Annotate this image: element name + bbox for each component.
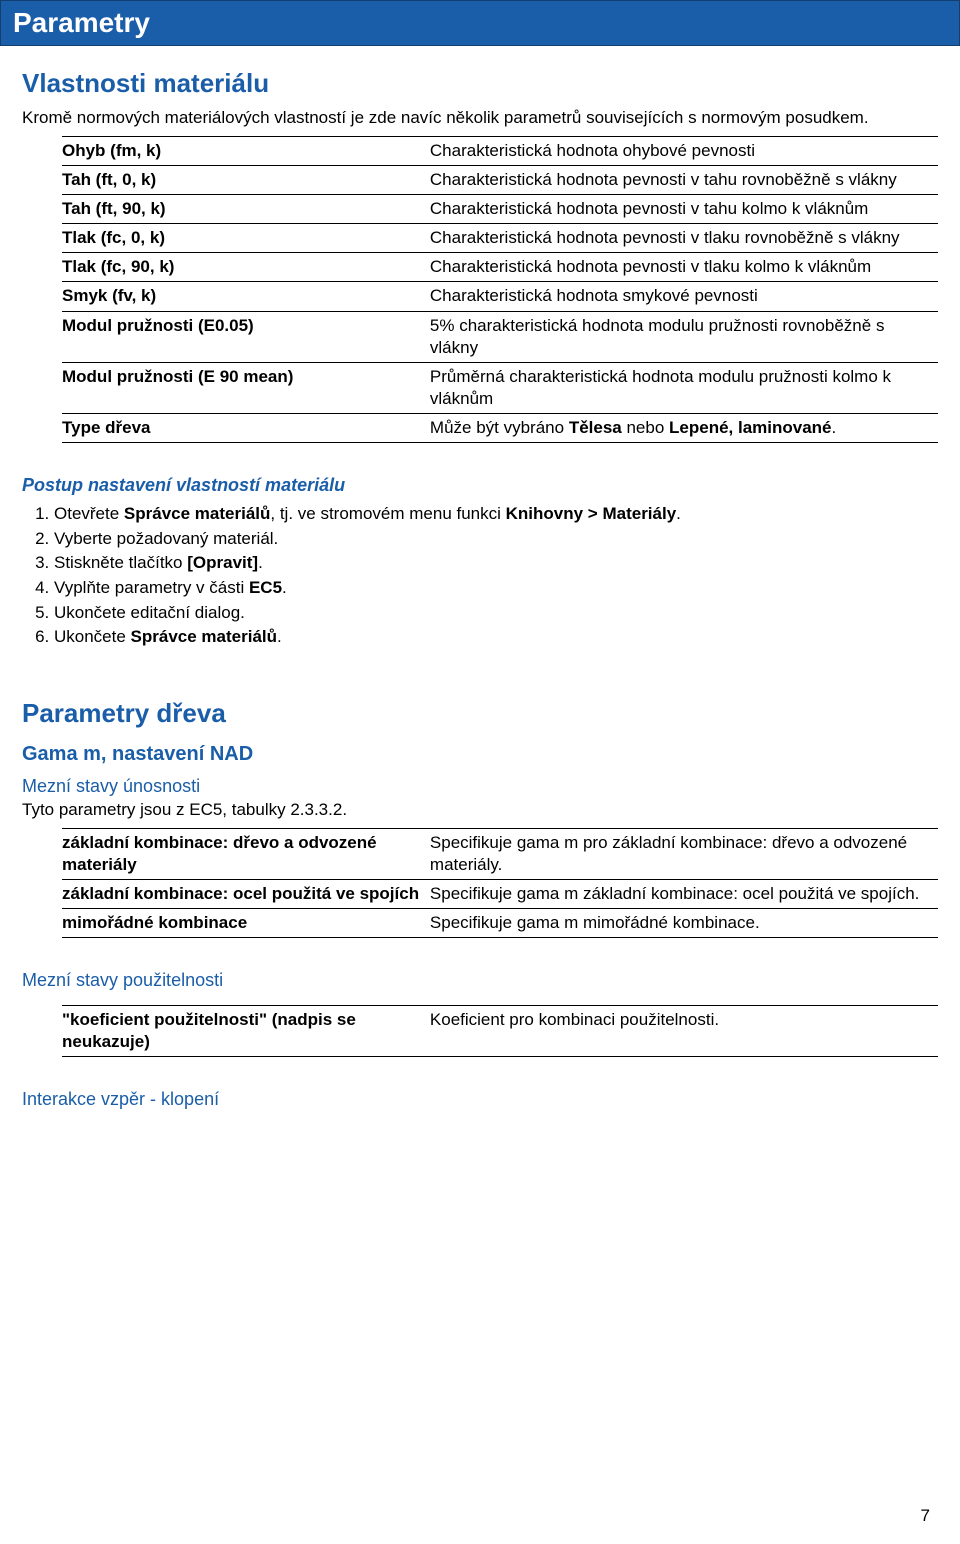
table-row: Tah (ft, 90, k)Charakteristická hodnota … (62, 195, 938, 224)
row-value: Koeficient pro kombinaci použitelnosti. (430, 1006, 938, 1057)
row-value: 5% charakteristická hodnota modulu pružn… (430, 311, 938, 362)
row-value: Průměrná charakteristická hodnota modulu… (430, 362, 938, 413)
row-label: Tah (ft, 0, k) (62, 166, 430, 195)
text: , tj. ve stromovém menu funkci (270, 504, 505, 523)
table-row: mimořádné kombinaceSpecifikuje gama m mi… (62, 909, 938, 938)
row-value: Charakteristická hodnota pevnosti v tlak… (430, 253, 938, 282)
table-row: Modul pružnosti (E0.05)5% charakteristic… (62, 311, 938, 362)
text: Ukončete (54, 627, 131, 646)
procedure-heading: Postup nastavení vlastností materiálu (22, 475, 938, 496)
table-row: Tlak (fc, 90, k)Charakteristická hodnota… (62, 253, 938, 282)
table-row: Tah (ft, 0, k)Charakteristická hodnota p… (62, 166, 938, 195)
banner-title: Parametry (13, 7, 150, 38)
row-value: Specifikuje gama m pro základní kombinac… (430, 828, 938, 879)
table-row: Type dřevaMůže být vybráno Tělesa nebo L… (62, 413, 938, 442)
bold-text: EC5 (249, 578, 282, 597)
row-label: Tah (ft, 90, k) (62, 195, 430, 224)
procedure-step: Ukončete editační dialog. (54, 601, 938, 626)
section2-title: Parametry dřeva (22, 698, 938, 729)
procedure-step: Ukončete Správce materiálů. (54, 625, 938, 650)
section2-sub2: Mezní stavy únosnosti (22, 776, 938, 797)
row-value: Charakteristická hodnota pevnosti v tlak… (430, 224, 938, 253)
row-value: Charakteristická hodnota ohybové pevnost… (430, 136, 938, 165)
row-label: Smyk (fv, k) (62, 282, 430, 311)
row-label: Tlak (fc, 0, k) (62, 224, 430, 253)
serviceability-table: "koeficient použitelnosti" (nadpis se ne… (62, 1005, 938, 1057)
page-banner: Parametry (0, 0, 960, 46)
table-row: Modul pružnosti (E 90 mean)Průměrná char… (62, 362, 938, 413)
bold-text: Knihovny > Materiály (506, 504, 677, 523)
procedure-step: Vyberte požadovaný materiál. (54, 527, 938, 552)
row-label: Tlak (fc, 90, k) (62, 253, 430, 282)
table-row: "koeficient použitelnosti" (nadpis se ne… (62, 1006, 938, 1057)
row-value: Charakteristická hodnota pevnosti v tahu… (430, 166, 938, 195)
row-label: Modul pružnosti (E0.05) (62, 311, 430, 362)
row-value: Charakteristická hodnota smykové pevnost… (430, 282, 938, 311)
section2-sub4: Interakce vzpěr - klopení (22, 1089, 938, 1110)
section2-sub1: Gama m, nastavení NAD (22, 743, 938, 766)
page-number: 7 (921, 1506, 930, 1526)
bold-text: [Opravit] (187, 553, 258, 572)
row-value: Specifikuje gama m mimořádné kombinace. (430, 909, 938, 938)
procedure-step: Otevřete Správce materiálů, tj. ve strom… (54, 502, 938, 527)
row-label: základní kombinace: ocel použitá ve spoj… (62, 879, 430, 908)
procedure-list: Otevřete Správce materiálů, tj. ve strom… (22, 502, 938, 650)
row-label: základní kombinace: dřevo a odvozené mat… (62, 828, 430, 879)
row-label: Type dřeva (62, 413, 430, 442)
gama-m-table: základní kombinace: dřevo a odvozené mat… (62, 828, 938, 938)
row-label: "koeficient použitelnosti" (nadpis se ne… (62, 1006, 430, 1057)
row-value: Může být vybráno Tělesa nebo Lepené, lam… (430, 413, 938, 442)
section2-intro2: Tyto parametry jsou z EC5, tabulky 2.3.3… (22, 799, 938, 822)
table-row: Smyk (fv, k)Charakteristická hodnota smy… (62, 282, 938, 311)
bold-text: Správce materiálů (131, 627, 277, 646)
section1-table-wrap: Ohyb (fm, k)Charakteristická hodnota ohy… (22, 136, 938, 443)
bold-text: Správce materiálů (124, 504, 270, 523)
text: Vyplňte parametry v části (54, 578, 249, 597)
material-properties-table: Ohyb (fm, k)Charakteristická hodnota ohy… (62, 136, 938, 443)
table-row: Ohyb (fm, k)Charakteristická hodnota ohy… (62, 136, 938, 165)
row-label: mimořádné kombinace (62, 909, 430, 938)
table-row: Tlak (fc, 0, k)Charakteristická hodnota … (62, 224, 938, 253)
section1-title: Vlastnosti materiálu (22, 68, 938, 99)
section1-intro: Kromě normových materiálových vlastností… (22, 107, 938, 130)
row-value: Specifikuje gama m základní kombinace: o… (430, 879, 938, 908)
text: . (282, 578, 287, 597)
table-row: základní kombinace: dřevo a odvozené mat… (62, 828, 938, 879)
procedure-step: Stiskněte tlačítko [Opravit]. (54, 551, 938, 576)
row-label: Ohyb (fm, k) (62, 136, 430, 165)
table-row: základní kombinace: ocel použitá ve spoj… (62, 879, 938, 908)
text: . (676, 504, 681, 523)
text: Otevřete (54, 504, 124, 523)
text: Stiskněte tlačítko (54, 553, 187, 572)
text: . (277, 627, 282, 646)
page-content: Vlastnosti materiálu Kromě normových mat… (0, 68, 960, 1110)
row-label: Modul pružnosti (E 90 mean) (62, 362, 430, 413)
section2-table3-wrap: "koeficient použitelnosti" (nadpis se ne… (22, 1005, 938, 1057)
section2-sub3: Mezní stavy použitelnosti (22, 970, 938, 991)
text: . (258, 553, 263, 572)
procedure-step: Vyplňte parametry v části EC5. (54, 576, 938, 601)
section2-table-wrap: základní kombinace: dřevo a odvozené mat… (22, 828, 938, 938)
row-value: Charakteristická hodnota pevnosti v tahu… (430, 195, 938, 224)
